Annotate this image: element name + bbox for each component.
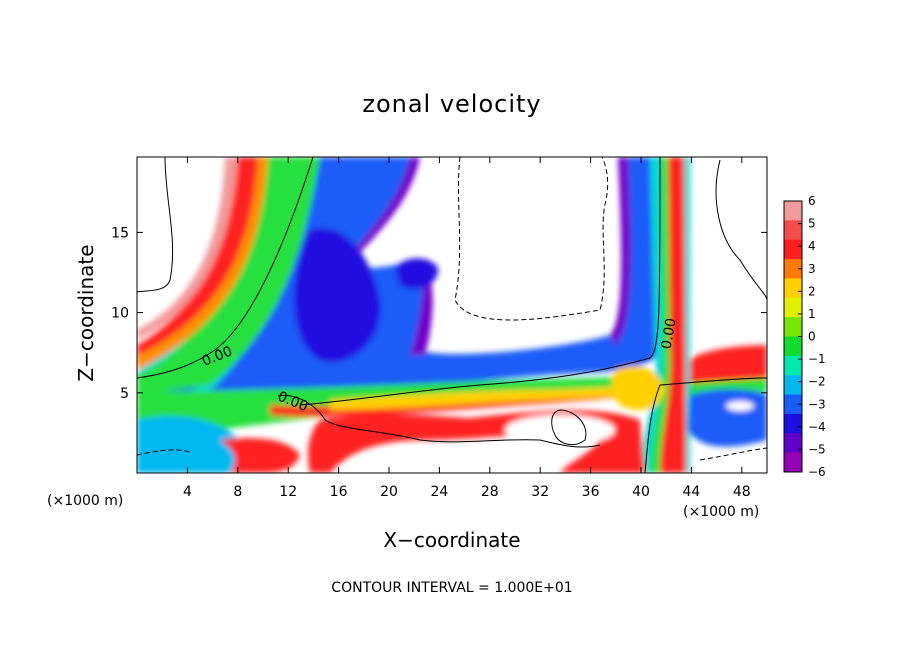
y-tick-label: 15 [111, 225, 129, 241]
x-tick-label: 28 [481, 484, 499, 500]
y-tick-label: 10 [111, 306, 129, 322]
zero-contour-shear [299, 157, 661, 406]
colorbar-swatch [784, 239, 802, 260]
colorbar-swatch [784, 452, 802, 473]
chart-title: zonal velocity [362, 90, 541, 118]
dashed-contour-mid [454, 157, 609, 321]
colorbar-swatch [784, 201, 802, 221]
x-tick-label: 16 [330, 484, 348, 500]
colorbar-label: −1 [808, 352, 826, 366]
colorbar-label: 6 [808, 194, 816, 208]
hole-large [505, 415, 615, 445]
colorbar-label: −2 [808, 375, 826, 389]
contour-labels: 0.00 0.00 0.00 [200, 317, 680, 415]
dashed-contour-bottom [137, 447, 767, 461]
shear-yellow [330, 385, 640, 410]
bottom-right-blue [688, 389, 767, 447]
colorbar-label: −6 [808, 465, 826, 479]
zero-contour-right [644, 377, 767, 473]
zero-contour-lower [277, 394, 601, 448]
y-axis-label: Z−coordinate [74, 244, 98, 381]
colorbar-label: −4 [808, 420, 826, 434]
x-tick-label: 24 [430, 484, 448, 500]
colorbar-label: −5 [808, 442, 826, 456]
left-jet-red [137, 157, 258, 356]
colorbar-swatch [784, 355, 802, 376]
contour-label: 0.00 [659, 317, 680, 350]
x-tick-label: 32 [531, 484, 549, 500]
colorbar-label: 5 [808, 217, 816, 231]
colorbar-label: 0 [808, 330, 816, 344]
x-tick-label: 44 [682, 484, 700, 500]
shear-red [270, 345, 767, 417]
colorbar-label: −3 [808, 397, 826, 411]
x-scale-note-left: (×1000 m) [47, 493, 123, 509]
x-axis-label: X−coordinate [383, 528, 520, 552]
right-jet-red [660, 157, 686, 473]
bottom-left-red [220, 438, 300, 473]
dark-core [293, 228, 760, 433]
heatmap-field: 0.00 0.00 0.00 [137, 157, 767, 473]
plot-frame [136, 156, 768, 474]
zero-contour-left [137, 157, 314, 379]
colorbar-label: 3 [808, 262, 816, 276]
x-axis: 4 8 12 16 20 24 28 32 36 40 44 48 [183, 157, 751, 500]
contour-left-top [137, 157, 174, 293]
colorbar-label: 4 [808, 239, 816, 253]
colorbar-swatch [784, 317, 802, 337]
contour-right-top [715, 159, 767, 301]
colorbar-swatch [784, 433, 802, 454]
hole-small [726, 401, 754, 411]
colorbar-swatch [784, 220, 802, 241]
colorbar-swatch [784, 278, 802, 299]
y-axis: 5 10 15 [111, 225, 767, 402]
colorbar-label: 2 [808, 284, 816, 298]
x-tick-label: 4 [183, 484, 192, 500]
x-tick-label: 8 [233, 484, 242, 500]
left-jet-pink [137, 157, 238, 340]
x-tick-label: 12 [279, 484, 297, 500]
colorbar-swatch [784, 413, 802, 434]
green-flank [137, 157, 320, 395]
colorbar-swatch [784, 394, 802, 415]
colorbar-swatch [784, 336, 802, 357]
contour-interval-note: CONTOUR INTERVAL = 1.000E+01 [331, 580, 572, 596]
x-tick-label: 48 [733, 484, 751, 500]
x-scale-note-right: (×1000 m) [683, 504, 759, 520]
contour-bottom-right [551, 409, 587, 446]
y-tick-label: 5 [120, 386, 129, 402]
colorbar-label: 1 [808, 307, 816, 321]
x-tick-label: 40 [632, 484, 650, 500]
x-tick-label: 36 [582, 484, 600, 500]
x-tick-label: 20 [380, 484, 398, 500]
bottom-left-blue [137, 416, 245, 473]
colorbar-swatch [784, 259, 802, 279]
colorbar: 6 5 4 3 2 1 0 −1 −2 −3 −4 −5 −6 [783, 194, 826, 479]
right-jet-yellow [611, 366, 665, 410]
contours [137, 157, 767, 473]
colorbar-swatch [784, 297, 802, 318]
colorbar-swatch [784, 375, 802, 396]
